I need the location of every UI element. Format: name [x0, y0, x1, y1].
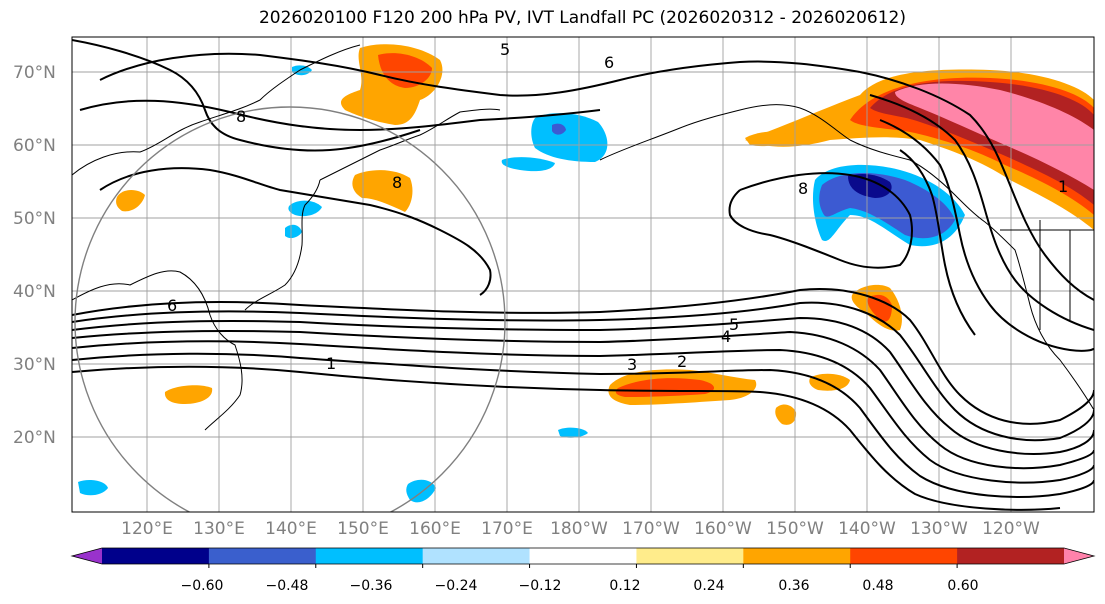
colorbar-tick-label: −0.60	[181, 578, 224, 594]
contour-label-1a: 1	[326, 354, 336, 373]
lat-label-50: 50°N	[13, 209, 56, 229]
colorbar-swatch	[743, 548, 851, 564]
colorbar-tick-label: 0.12	[609, 578, 640, 594]
contour-label-6a: 6	[604, 53, 614, 72]
colorbar-tick-label: −0.36	[350, 578, 393, 594]
lon-label-170w: 170°W	[622, 519, 680, 539]
colorbar	[70, 547, 1096, 568]
lon-label-120w: 120°W	[982, 519, 1040, 539]
neg-anomaly-bering-small	[501, 157, 555, 172]
contour-label-8b: 8	[392, 173, 402, 192]
longitude-labels: 120°E 130°E 140°E 150°E 160°E 170°E 180°…	[121, 519, 1040, 539]
colorbar-swatch	[529, 548, 637, 564]
neg-anomaly-bering-dark	[552, 123, 566, 135]
pos-anomaly-okhotsk	[352, 170, 413, 212]
pos-anomaly-mongolia	[116, 189, 145, 212]
contour-label-3: 3	[627, 355, 637, 374]
contour-label-5a: 5	[500, 40, 510, 59]
map-frame	[71, 36, 1095, 513]
region-circle	[74, 106, 506, 512]
neg-anomaly-ne-pacific-med	[819, 173, 955, 239]
colorbar-swatch	[208, 548, 317, 564]
neg-anomaly-ne-pacific-strong	[848, 174, 892, 198]
colorbar-tick-label: 0.60	[947, 578, 978, 594]
contour-label-5b: 5	[729, 315, 739, 334]
latitude-labels: 70°N 60°N 50°N 40°N 30°N 20°N	[13, 63, 56, 448]
pos-anomaly-hawaii-s	[775, 404, 797, 425]
colorbar-swatch	[957, 548, 1065, 564]
colorbar-tick-label: −0.12	[519, 578, 562, 594]
neg-anomaly-tropic-1	[78, 480, 108, 496]
lon-label-160e: 160°E	[409, 519, 461, 539]
lon-label-120e: 120°E	[121, 519, 173, 539]
lat-label-20: 20°N	[13, 428, 56, 448]
contour-labels: 5 6 8 8 8 6 5 4 3 2 1 1	[167, 40, 1068, 374]
contour-label-8a: 8	[236, 107, 246, 126]
pos-anomaly-taiwan	[164, 385, 213, 404]
map-panel	[72, 37, 1094, 512]
lon-label-170e: 170°E	[481, 519, 533, 539]
lat-label-30: 30°N	[13, 355, 56, 375]
graticule	[72, 37, 1094, 512]
coastlines	[72, 44, 1094, 431]
pos-anomaly-ne-subtropic-red	[867, 294, 892, 322]
lon-label-180w: 180°W	[550, 519, 608, 539]
lon-label-140w: 140°W	[838, 519, 896, 539]
contour-label-4: 4	[721, 327, 731, 346]
pos-anomaly-subtropical-red	[615, 378, 715, 397]
pv-shading	[78, 44, 1094, 503]
colorbar-swatch	[636, 548, 744, 564]
lon-label-140e: 140°E	[265, 519, 317, 539]
figure-title: 2026020100 F120 200 hPa PV, IVT Landfall…	[258, 8, 906, 28]
lat-label-60: 60°N	[13, 136, 56, 156]
pos-anomaly-hawaii-e	[809, 373, 850, 391]
neg-anomaly-tropic-3	[558, 427, 588, 438]
colorbar-swatch	[102, 548, 210, 564]
colorbar-swatch	[422, 548, 531, 564]
pos-anomaly-alaska-w	[745, 131, 790, 147]
neg-anomaly-arctic	[292, 65, 312, 76]
colorbar-tick-label: 0.36	[778, 578, 809, 594]
lon-label-150e: 150°E	[337, 519, 389, 539]
colorbar-extend-low	[72, 548, 102, 564]
colorbar-tick-label: −0.24	[435, 578, 478, 594]
contour-label-6b: 6	[167, 296, 177, 315]
contour-label-1b: 1	[1058, 177, 1068, 196]
colorbar-tick-label: 0.24	[693, 578, 724, 594]
pv-contours	[72, 39, 1094, 511]
lon-label-160w: 160°W	[694, 519, 752, 539]
contour-label-8c: 8	[798, 179, 808, 198]
neg-anomaly-japan-2	[285, 224, 302, 239]
pos-anomaly-chukotka-red	[378, 53, 432, 88]
colorbar-swatch	[315, 548, 424, 564]
pos-anomaly-gulf-alaska-max	[895, 83, 1094, 190]
contour-label-2: 2	[677, 352, 687, 371]
lat-label-40: 40°N	[13, 282, 56, 302]
neg-anomaly-bering	[531, 113, 608, 162]
colorbar-extend-high	[1064, 548, 1094, 564]
neg-anomaly-tropic-2	[406, 479, 436, 503]
lon-label-130e: 130°E	[193, 519, 245, 539]
colorbar-swatch	[850, 548, 958, 564]
neg-anomaly-japan	[288, 200, 322, 217]
lat-label-70: 70°N	[13, 63, 56, 83]
colorbar-tick-labels: −0.60 −0.48 −0.36 −0.24 −0.12 0.12 0.24 …	[181, 578, 979, 594]
colorbar-tick-label: 0.48	[862, 578, 893, 594]
colorbar-tick-label: −0.48	[266, 578, 309, 594]
lon-label-130w: 130°W	[910, 519, 968, 539]
colorbar-outline	[70, 547, 1096, 565]
lon-label-150w: 150°W	[766, 519, 824, 539]
